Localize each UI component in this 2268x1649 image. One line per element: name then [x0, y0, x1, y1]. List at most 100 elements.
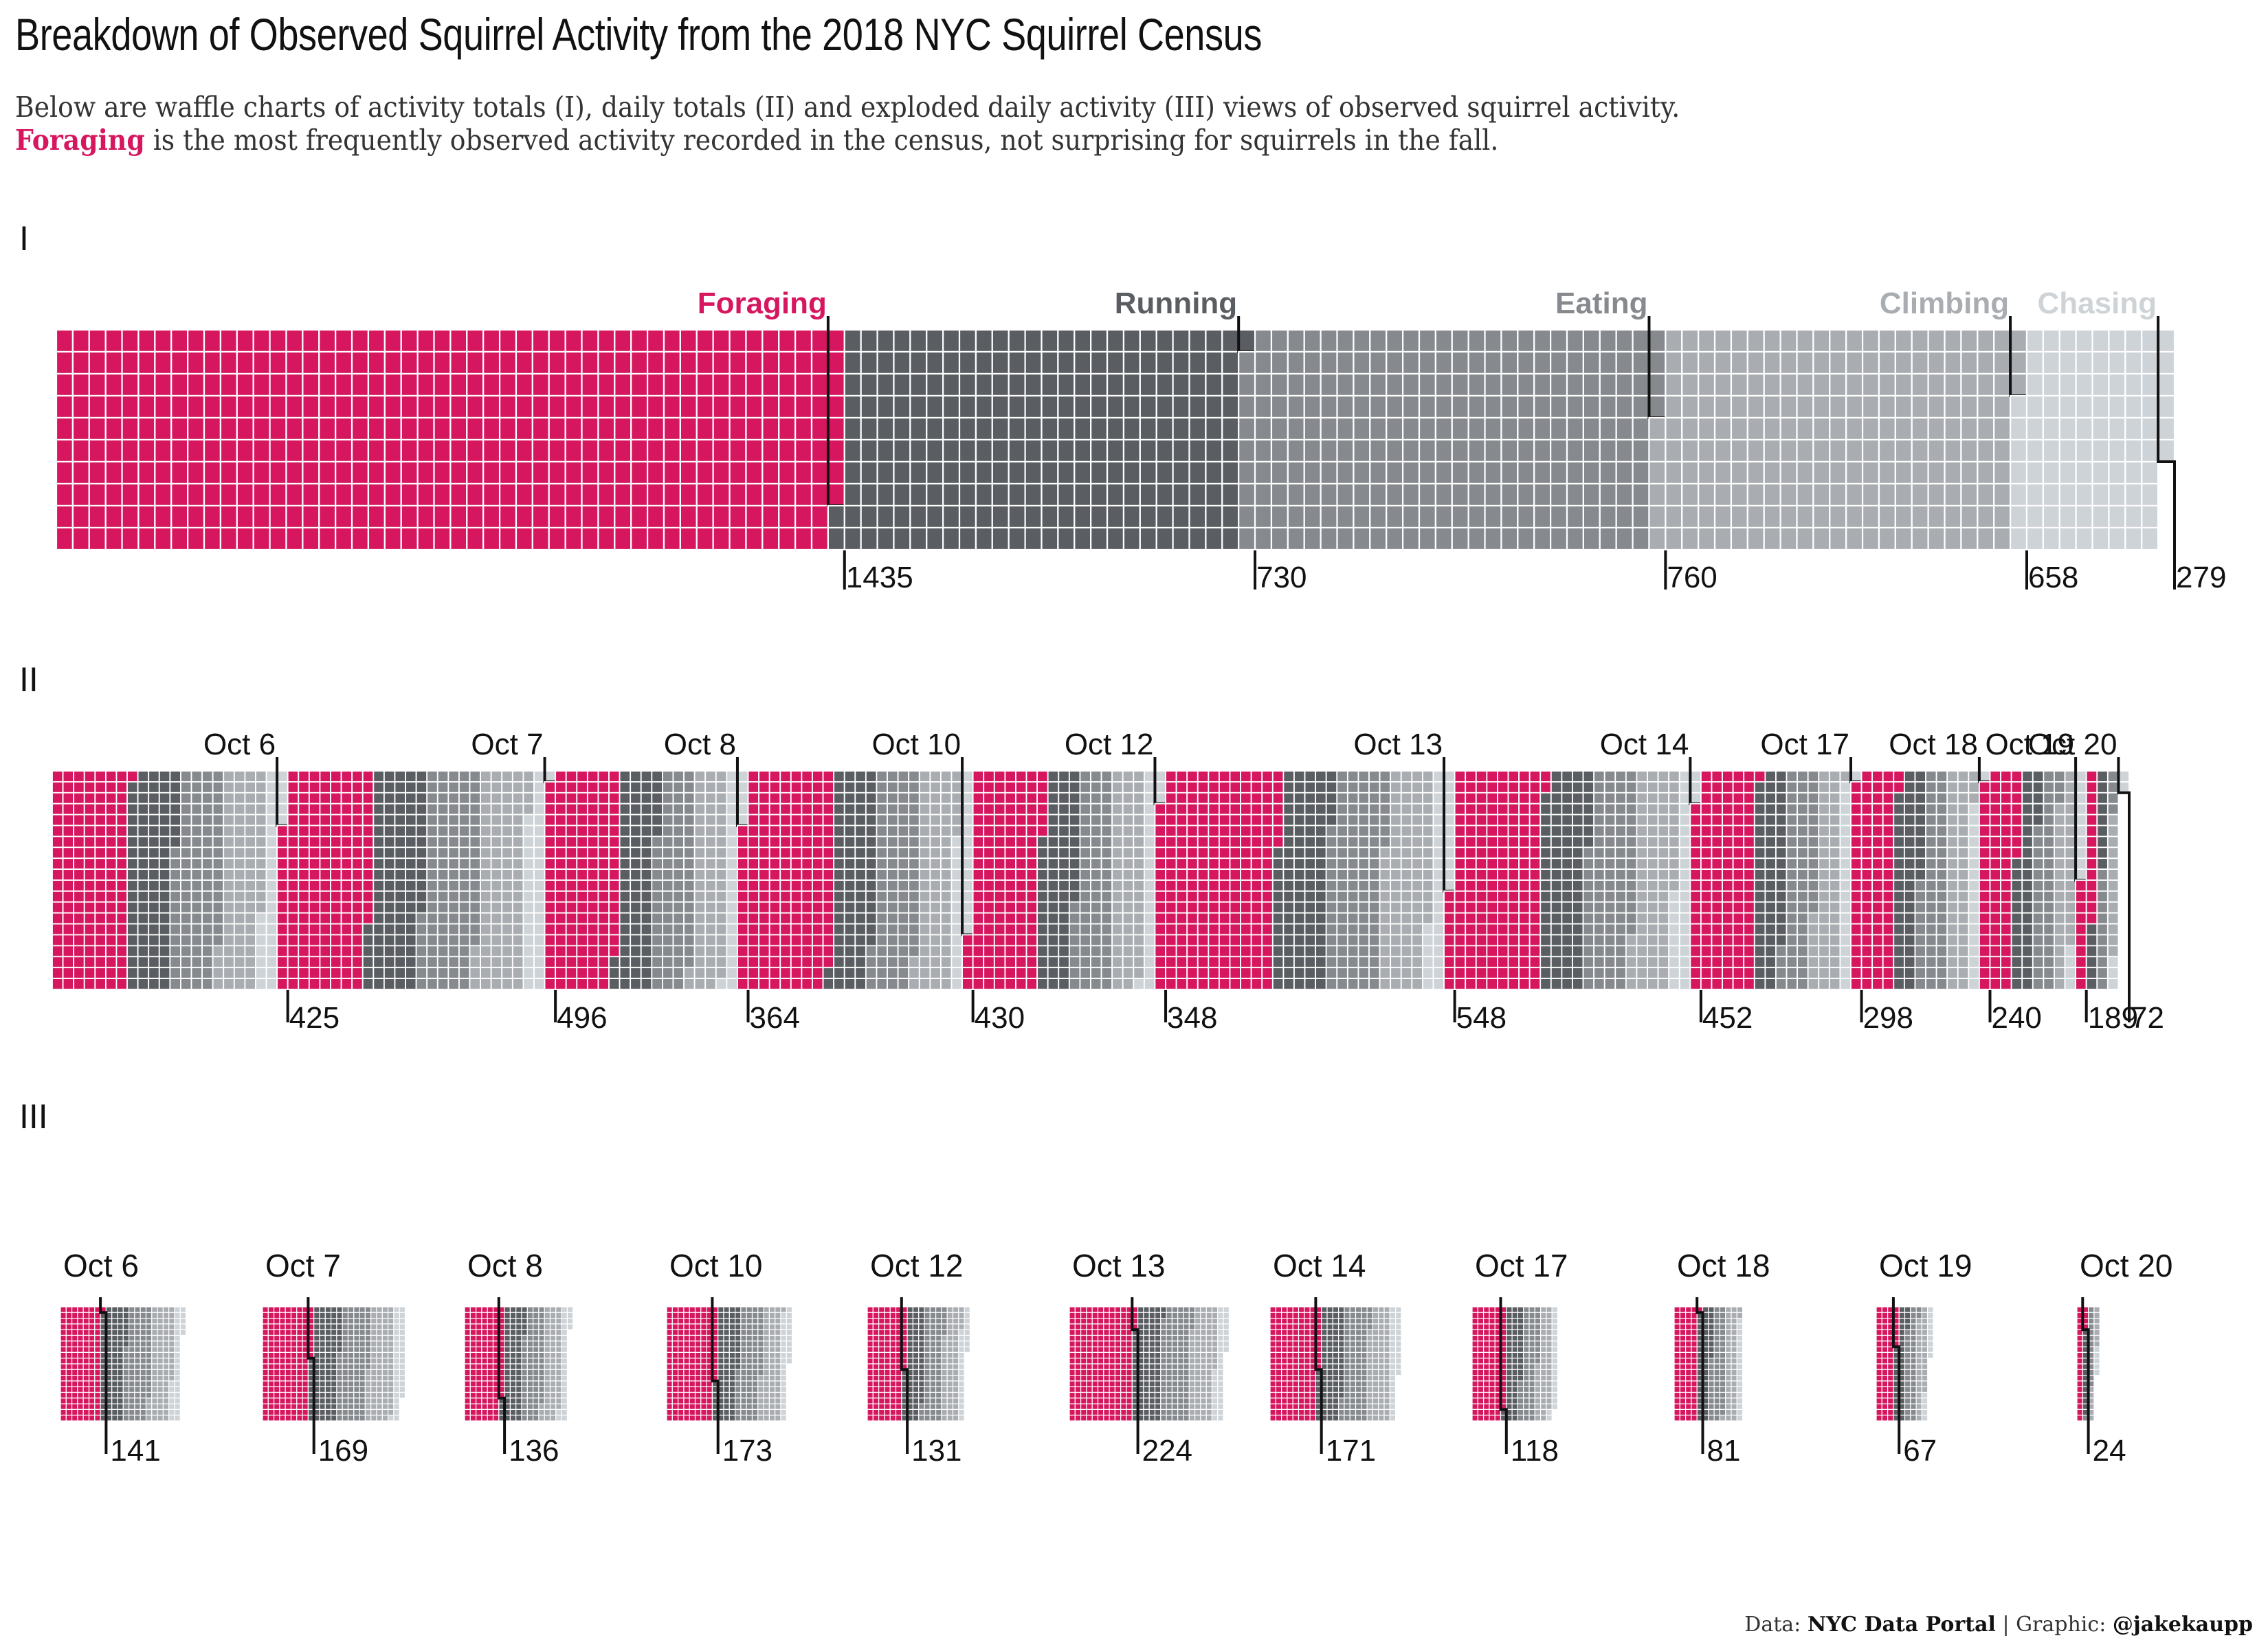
daily-cell-foraging: [83, 814, 96, 827]
daily-cell-chasing: [1143, 824, 1156, 838]
daily-cell-foraging: [1743, 978, 1755, 990]
daily-cell-running: [1271, 912, 1285, 925]
daily-cell-eating: [1325, 835, 1338, 849]
daily-cell-running: [383, 824, 396, 838]
daily-cell-eating: [1593, 912, 1605, 925]
daily-cell-eating: [1336, 945, 1348, 958]
daily-cell-running: [619, 879, 632, 892]
waffle-cell-running: [1188, 416, 1207, 441]
daily-cell-foraging: [1250, 945, 1263, 958]
daily-cell-running: [865, 934, 878, 947]
waffle-cell-running: [975, 372, 993, 397]
daily-cell-foraging: [83, 912, 96, 925]
waffle-cell-foraging: [712, 350, 731, 375]
waffle-cell-climbing: [1779, 504, 1798, 529]
daily-cell-running: [1550, 868, 1563, 881]
daily-cell-foraging: [1497, 857, 1509, 870]
daily-cell-foraging: [1711, 934, 1723, 947]
daily-cell-climbing: [233, 857, 246, 870]
daily-cell-foraging: [565, 824, 578, 838]
waffle-cell-eating: [1632, 328, 1650, 353]
daily-cell-foraging: [1025, 967, 1038, 979]
waffle-cell-eating: [1517, 504, 1535, 529]
daily-cell-foraging: [1175, 945, 1188, 958]
daily-cell-foraging: [1250, 901, 1263, 914]
daily-cell-foraging: [586, 814, 599, 827]
daily-cell-foraging: [555, 814, 567, 827]
daily-cell-climbing: [1647, 792, 1659, 805]
daily-cell-foraging: [758, 868, 770, 881]
waffle-cell-chasing: [2141, 416, 2159, 441]
daily-cell-foraging: [1518, 868, 1531, 881]
daily-cell-chasing: [726, 978, 738, 990]
daily-cell-eating: [1325, 934, 1338, 947]
daily-cell-foraging: [1219, 824, 1231, 838]
waffle-cell-eating: [1369, 394, 1388, 419]
daily-cell-running: [405, 967, 417, 979]
waffle-cell-foraging: [778, 372, 797, 397]
daily-cell-chasing: [726, 967, 738, 979]
waffle-cell-foraging: [745, 416, 764, 441]
daily-cell-foraging: [1197, 879, 1210, 892]
daily-cell-foraging: [298, 945, 310, 958]
daily-cell-foraging: [1240, 978, 1252, 990]
daily-cell-climbing: [1957, 879, 1970, 892]
daily-cell-eating: [683, 803, 696, 816]
daily-cell-foraging: [1229, 824, 1241, 838]
daily-cell-foraging: [1165, 803, 1177, 816]
daily-cell-climbing: [244, 792, 256, 805]
daily-cell-climbing: [693, 923, 707, 936]
daily-cell-foraging: [287, 835, 300, 849]
daily-cell-running: [1271, 934, 1285, 947]
waffle-cell-foraging: [564, 504, 583, 529]
daily-cell-foraging: [1860, 879, 1874, 892]
daily-cell-climbing: [233, 956, 246, 969]
daily-cell-foraging: [1497, 923, 1509, 936]
daily-cell-chasing: [265, 792, 278, 805]
daily-cell-eating: [458, 923, 471, 936]
daily-cell-running: [1315, 868, 1327, 881]
daily-cell-eating: [1797, 923, 1809, 936]
waffle-cell-foraging: [827, 438, 845, 463]
daily-cell-foraging: [1989, 781, 2001, 794]
daily-cell-foraging: [1229, 814, 1241, 827]
daily-cell-chasing: [533, 879, 546, 892]
daily-cell-chasing: [961, 803, 974, 816]
daily-cell-running: [405, 945, 417, 958]
daily-cell-eating: [1336, 890, 1348, 903]
daily-cell-chasing: [265, 956, 278, 969]
daily-cell-foraging: [73, 835, 85, 849]
daily-cell-running: [394, 967, 406, 979]
daily-cell-eating: [190, 803, 203, 816]
daily-cell-foraging: [822, 912, 835, 925]
waffle-cell-foraging: [367, 482, 386, 507]
daily-cell-chasing: [950, 923, 963, 936]
daily-cell-eating: [426, 868, 438, 881]
daily-cell-running: [1293, 857, 1306, 870]
daily-cell-foraging: [1175, 934, 1188, 947]
daily-cell-foraging: [287, 846, 300, 860]
daily-cell-climbing: [244, 945, 256, 958]
waffle-cell-foraging: [187, 504, 205, 529]
waffle-cell-foraging: [810, 438, 829, 463]
daily-cell-climbing: [1657, 890, 1670, 903]
daily-cell-foraging: [62, 956, 75, 969]
waffle-cell-foraging: [187, 460, 205, 485]
daily-cell-foraging: [94, 835, 107, 849]
daily-cell-foraging: [758, 923, 770, 936]
daily-cell-running: [1036, 923, 1049, 936]
daily-cell-running: [1582, 770, 1595, 783]
daily-cell-climbing: [704, 901, 717, 914]
daily-cell-climbing: [1828, 923, 1841, 936]
waffle-cell-foraging: [351, 394, 370, 419]
daily-cell-foraging: [1219, 923, 1231, 936]
daily-cell-eating: [458, 956, 471, 969]
daily-cell-foraging: [1015, 945, 1027, 958]
daily-cell-running: [1550, 912, 1563, 925]
daily-cell-foraging: [1989, 846, 2001, 860]
waffle-cell-running: [1221, 328, 1240, 353]
waffle-cell-climbing: [1861, 350, 1880, 375]
waffle-cell-climbing: [1681, 328, 1700, 353]
daily-cell-foraging: [1036, 781, 1049, 794]
waffle-cell-running: [1008, 372, 1026, 397]
